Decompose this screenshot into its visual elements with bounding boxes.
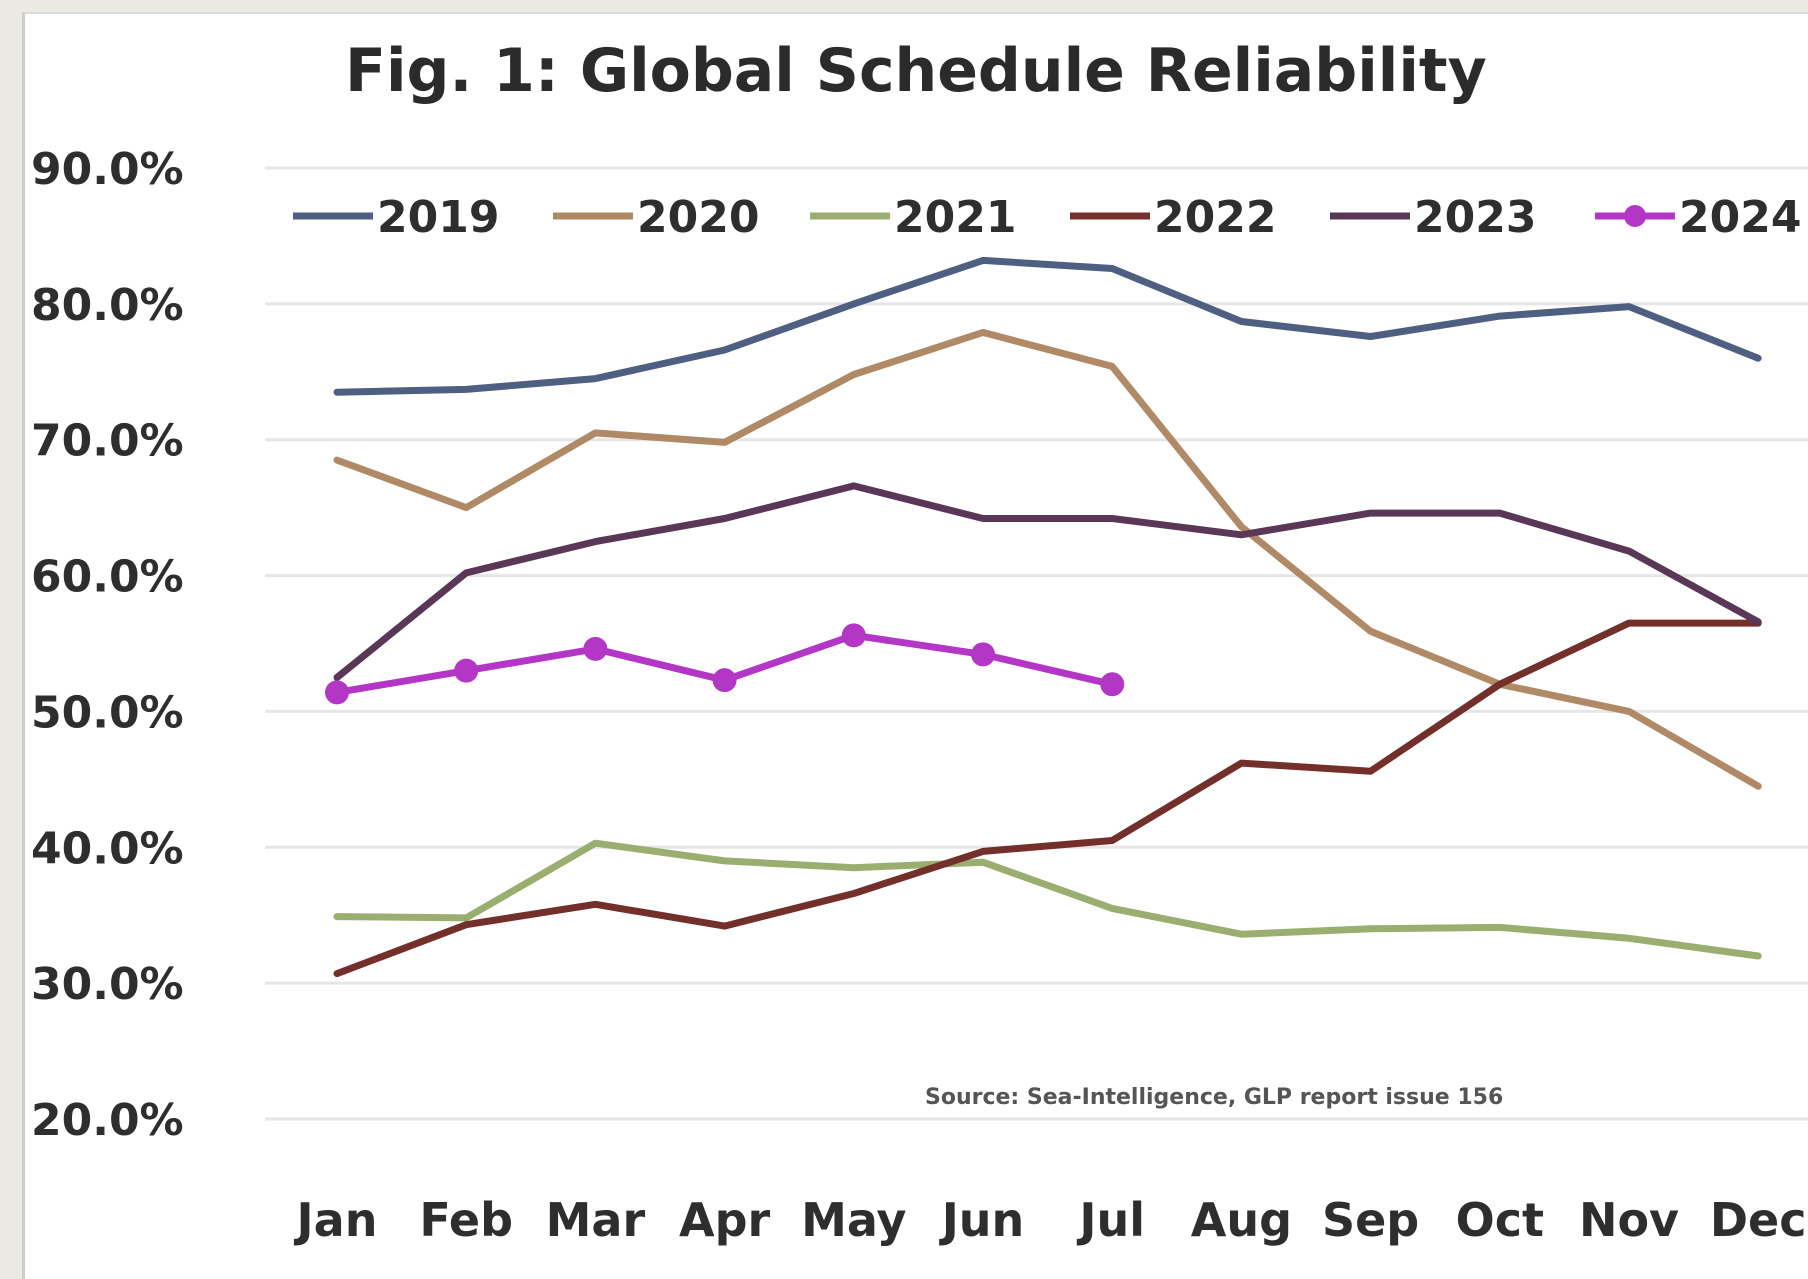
y-tick-label: 90.0%	[31, 144, 184, 195]
series-2020	[333, 328, 1762, 790]
legend-item-2023: 2023	[1330, 192, 1536, 243]
x-tick-label: Sep	[1322, 1193, 1419, 1247]
source-note: Source: Sea-Intelligence, GLP report iss…	[925, 1085, 1503, 1110]
legend-item-2022: 2022	[1070, 192, 1276, 243]
series-2019	[333, 256, 1762, 396]
y-tick-label: 60.0%	[31, 552, 184, 603]
chart-svg: Fig. 1: Global Schedule Reliability 90.0…	[31, 36, 1808, 1247]
legend-label: 2021	[894, 192, 1016, 243]
y-tick-label: 70.0%	[31, 416, 184, 467]
x-tick-label: May	[801, 1193, 906, 1247]
data-point-2024	[583, 636, 608, 661]
legend-label: 2024	[1679, 192, 1801, 243]
series-line-2019	[333, 256, 1762, 396]
legend-label: 2022	[1154, 192, 1276, 243]
x-tick-label: Dec	[1710, 1193, 1807, 1247]
y-tick-label: 80.0%	[31, 280, 184, 331]
data-point-2024	[841, 623, 866, 648]
legend-item-2024: 2024	[1595, 192, 1801, 243]
y-tick-label: 40.0%	[31, 823, 184, 874]
data-point-2024	[1100, 672, 1125, 697]
series-line-2021	[333, 839, 1762, 960]
series-2022	[333, 619, 1762, 978]
chart-figure: Fig. 1: Global Schedule Reliability 90.0…	[22, 12, 1808, 1279]
legend-label: 2020	[637, 192, 759, 243]
series-line-2023	[333, 482, 1762, 681]
legend: 2019 2020 2021 2022 2023 2024	[293, 192, 1801, 243]
x-tick-label: Aug	[1191, 1193, 1292, 1247]
x-axis: Jan Feb Mar Apr May Jun Jul Aug Sep Oct Nov Dec	[294, 1193, 1807, 1247]
series-line-2022	[333, 619, 1762, 978]
x-tick-label: Apr	[679, 1193, 771, 1247]
chart-title: Fig. 1: Global Schedule Reliability	[345, 36, 1487, 106]
x-tick-label: Nov	[1579, 1193, 1679, 1247]
x-tick-label: Jan	[294, 1193, 378, 1247]
y-tick-label: 20.0%	[31, 1095, 184, 1146]
series-2021	[333, 839, 1762, 960]
x-tick-label: Feb	[419, 1193, 513, 1247]
y-tick-label: 30.0%	[31, 959, 184, 1010]
legend-item-2019: 2019	[293, 192, 499, 243]
x-tick-label: Jun	[939, 1193, 1025, 1247]
legend-item-2020: 2020	[553, 192, 759, 243]
series-2023	[333, 482, 1762, 681]
x-tick-label: Oct	[1456, 1193, 1544, 1247]
y-axis: 90.0% 80.0% 70.0% 60.0% 50.0% 40.0% 30.0% 20.0%	[31, 144, 184, 1146]
plot-area	[325, 256, 1762, 978]
data-point-2024	[971, 642, 995, 667]
legend-item-2021: 2021	[810, 192, 1016, 243]
x-tick-label: Jul	[1076, 1193, 1145, 1247]
series-2024	[325, 623, 1125, 705]
y-tick-label: 50.0%	[31, 687, 184, 738]
data-point-2024	[712, 668, 737, 693]
legend-marker	[1624, 205, 1646, 227]
data-point-2024	[454, 658, 479, 683]
legend-label: 2023	[1414, 192, 1536, 243]
legend-label: 2019	[377, 192, 499, 243]
data-point-2024	[325, 680, 349, 705]
x-tick-label: Mar	[546, 1193, 646, 1247]
series-line-2020	[333, 328, 1762, 790]
